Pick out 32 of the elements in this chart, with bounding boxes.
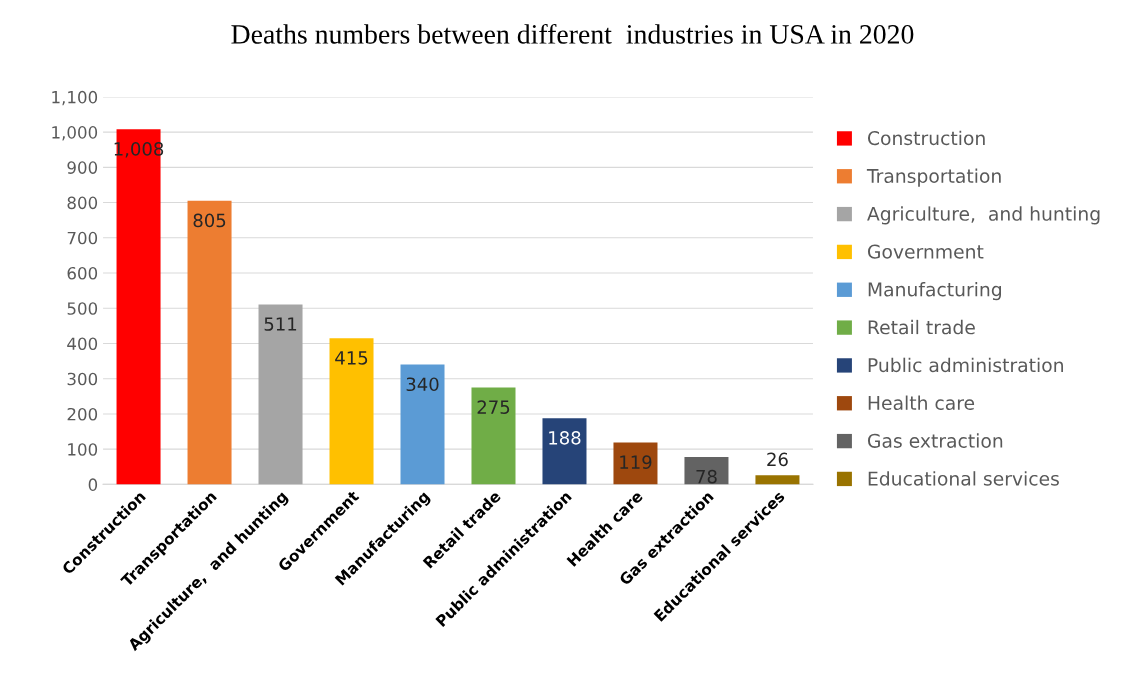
legend-label: Agriculture, and hunting <box>867 206 1100 225</box>
legend-label: Transportation <box>866 168 1001 187</box>
y-tick-label: 700 <box>67 231 98 245</box>
y-tick-label: 200 <box>67 407 98 421</box>
data-label: 188 <box>549 430 581 445</box>
data-label: 119 <box>620 455 652 469</box>
data-label: 78 <box>696 469 717 484</box>
y-tick-label: 400 <box>67 337 98 351</box>
legend-label: Manufacturing <box>868 282 1001 301</box>
legend-label: Health care <box>868 395 975 411</box>
legend-label: Retail trade <box>868 319 975 335</box>
data-label: 26 <box>767 452 788 467</box>
legend-label: Educational services <box>868 471 1059 486</box>
legend-label: Construction <box>867 130 985 146</box>
data-label: 340 <box>406 377 439 392</box>
y-tick-label: 500 <box>67 302 98 315</box>
chart-title: Deaths numbers between different industries in USA in 2020 <box>231 23 914 44</box>
y-tick-label: 1,100 <box>52 90 98 106</box>
y-tick-label: 300 <box>67 372 98 386</box>
y-tick-label: 100 <box>68 443 98 456</box>
legend-label: Public administration <box>868 357 1063 373</box>
y-tick-label: 600 <box>67 266 98 280</box>
data-label: 275 <box>477 400 510 414</box>
data-label: 511 <box>264 317 297 331</box>
y-tick-label: 900 <box>67 161 98 174</box>
legend-label: Gas extraction <box>867 433 1003 448</box>
data-label: 805 <box>193 213 226 228</box>
data-label: 415 <box>335 351 368 365</box>
y-tick-label: 0 <box>88 478 98 491</box>
legend-label: Government <box>867 244 984 259</box>
y-tick-label: 1,000 <box>52 126 98 141</box>
y-tick-label: 800 <box>67 196 98 210</box>
